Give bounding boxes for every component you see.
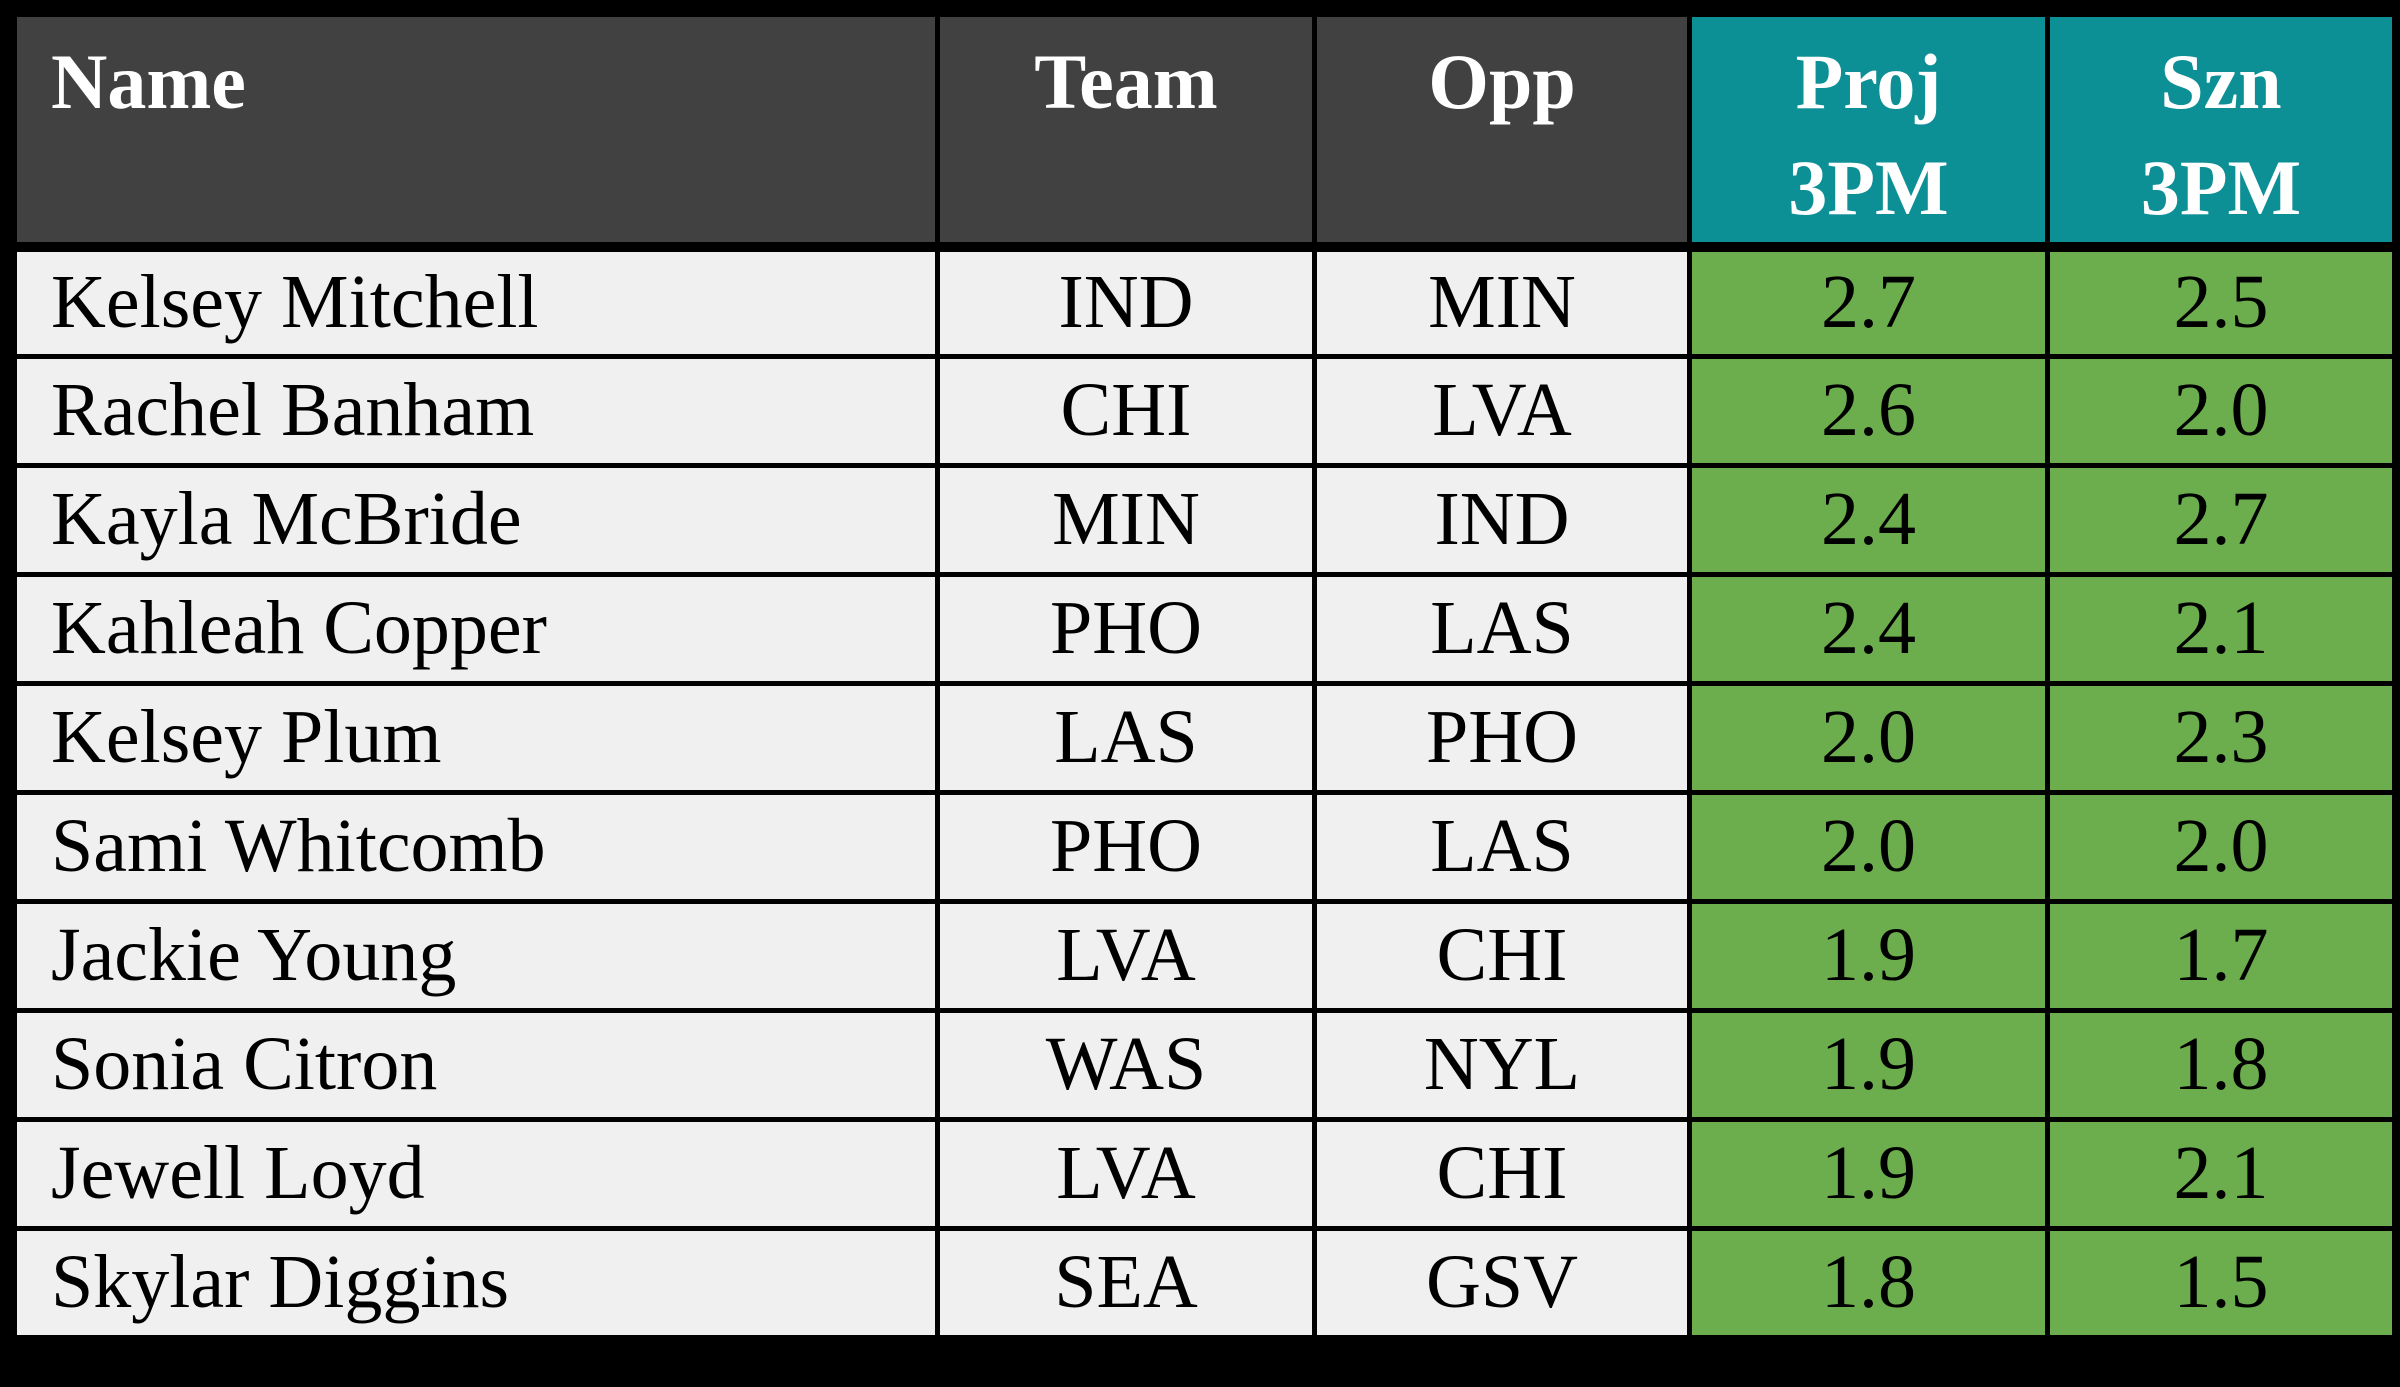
table-row: Kayla McBride MIN IND 2.4 2.7: [12, 462, 2397, 577]
cell-opp: MIN: [1312, 244, 1692, 359]
cell-player-name: Kelsey Mitchell: [12, 244, 940, 359]
table-row: Kelsey Mitchell IND MIN 2.7 2.5: [12, 244, 2397, 359]
cell-opp: NYL: [1312, 1007, 1692, 1122]
cell-szn-3pm: 2.7: [2045, 462, 2397, 577]
cell-player-name: Sonia Citron: [12, 1007, 940, 1122]
header-team: Team: [935, 12, 1317, 252]
cell-proj-3pm: 1.9: [1687, 898, 2050, 1013]
table-row: Jewell Loyd LVA CHI 1.9 2.1: [12, 1116, 2397, 1231]
cell-szn-3pm: 2.5: [2045, 244, 2397, 359]
cell-opp: LVA: [1312, 353, 1692, 468]
cell-opp: PHO: [1312, 680, 1692, 795]
wnba-3pm-projections-table: Name Team Opp Proj 3PM Szn 3PM: [12, 12, 2397, 1340]
cell-proj-3pm: 2.4: [1687, 462, 2050, 577]
cell-team: MIN: [935, 462, 1317, 577]
cell-proj-3pm: 1.8: [1687, 1225, 2050, 1340]
header-szn-3pm-line1: Szn: [2160, 38, 2282, 125]
cell-opp: LAS: [1312, 571, 1692, 686]
cell-proj-3pm: 2.0: [1687, 680, 2050, 795]
cell-opp: CHI: [1312, 1116, 1692, 1231]
header-proj-3pm: Proj 3PM: [1687, 12, 2050, 252]
header-opp-label: Opp: [1428, 38, 1576, 125]
cell-proj-3pm: 1.9: [1687, 1116, 2050, 1231]
cell-szn-3pm: 1.5: [2045, 1225, 2397, 1340]
table-row: Skylar Diggins SEA GSV 1.8 1.5: [12, 1225, 2397, 1340]
cell-team: IND: [935, 244, 1317, 359]
cell-proj-3pm: 1.9: [1687, 1007, 2050, 1122]
header-opp: Opp: [1312, 12, 1692, 252]
cell-szn-3pm: 1.8: [2045, 1007, 2397, 1122]
header-row: Name Team Opp Proj 3PM Szn 3PM: [12, 12, 2397, 252]
cell-szn-3pm: 2.0: [2045, 353, 2397, 468]
cell-player-name: Kayla McBride: [12, 462, 940, 577]
cell-team: WAS: [935, 1007, 1317, 1122]
cell-opp: LAS: [1312, 789, 1692, 904]
cell-team: PHO: [935, 789, 1317, 904]
table-row: Kahleah Copper PHO LAS 2.4 2.1: [12, 571, 2397, 686]
cell-team: LAS: [935, 680, 1317, 795]
header-name: Name: [12, 12, 940, 252]
cell-player-name: Skylar Diggins: [12, 1225, 940, 1340]
cell-team: SEA: [935, 1225, 1317, 1340]
cell-proj-3pm: 2.7: [1687, 244, 2050, 359]
cell-szn-3pm: 2.1: [2045, 571, 2397, 686]
table-row: Jackie Young LVA CHI 1.9 1.7: [12, 898, 2397, 1013]
header-proj-3pm-line2: 3PM: [1788, 144, 1949, 231]
cell-szn-3pm: 2.0: [2045, 789, 2397, 904]
header-szn-3pm: Szn 3PM: [2045, 12, 2397, 252]
cell-proj-3pm: 2.4: [1687, 571, 2050, 686]
cell-player-name: Jackie Young: [12, 898, 940, 1013]
header-szn-3pm-line2: 3PM: [2140, 144, 2302, 231]
cell-player-name: Kelsey Plum: [12, 680, 940, 795]
cell-player-name: Rachel Banham: [12, 353, 940, 468]
header-team-label: Team: [1034, 38, 1218, 125]
table-row: Rachel Banham CHI LVA 2.6 2.0: [12, 353, 2397, 468]
cell-team: LVA: [935, 1116, 1317, 1231]
header-proj-3pm-line1: Proj: [1795, 38, 1942, 125]
cell-opp: CHI: [1312, 898, 1692, 1013]
cell-team: PHO: [935, 571, 1317, 686]
cell-player-name: Sami Whitcomb: [12, 789, 940, 904]
cell-szn-3pm: 1.7: [2045, 898, 2397, 1013]
cell-szn-3pm: 2.3: [2045, 680, 2397, 795]
table-row: Kelsey Plum LAS PHO 2.0 2.3: [12, 680, 2397, 795]
header-name-label: Name: [51, 38, 246, 125]
cell-player-name: Jewell Loyd: [12, 1116, 940, 1231]
cell-team: LVA: [935, 898, 1317, 1013]
cell-opp: GSV: [1312, 1225, 1692, 1340]
cell-player-name: Kahleah Copper: [12, 571, 940, 686]
table-row: Sami Whitcomb PHO LAS 2.0 2.0: [12, 789, 2397, 904]
table-row: Sonia Citron WAS NYL 1.9 1.8: [12, 1007, 2397, 1122]
cell-opp: IND: [1312, 462, 1692, 577]
cell-proj-3pm: 2.0: [1687, 789, 2050, 904]
cell-proj-3pm: 2.6: [1687, 353, 2050, 468]
cell-team: CHI: [935, 353, 1317, 468]
cell-szn-3pm: 2.1: [2045, 1116, 2397, 1231]
